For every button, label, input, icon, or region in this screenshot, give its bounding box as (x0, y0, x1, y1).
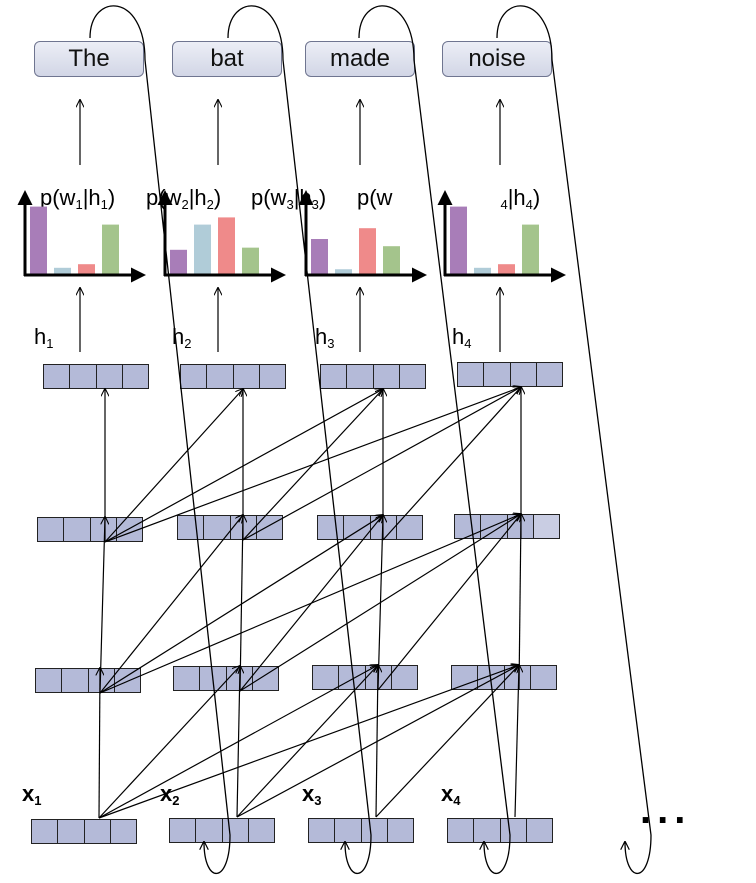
chart-3-bar-2 (335, 269, 352, 275)
hidden-label-4: h4 (452, 324, 472, 351)
link-input-low-1-to-4 (98, 665, 519, 819)
link-low-mid-2-to-2 (240, 515, 243, 692)
chart-2-bar-2 (194, 224, 211, 275)
input-label-4: x4 (441, 781, 461, 808)
output-word-noise: noise (442, 41, 552, 77)
hidden-vector-low-t3 (312, 665, 418, 690)
chart-4-bar-2 (474, 267, 491, 275)
feedback-loop-3 (358, 5, 511, 874)
chart-3-bar-1 (311, 239, 328, 275)
chart-1-bar-1 (30, 206, 47, 275)
chart-1-bar-3 (78, 264, 95, 275)
hidden-vector-top-t1 (43, 364, 149, 389)
link-input-low-2-to-4 (236, 665, 519, 818)
link-input-low-1-to-2 (98, 666, 240, 819)
chart-4-bar-3 (498, 264, 515, 275)
link-input-low-4-to-4 (514, 665, 519, 818)
prob-label-4: p(w 4|h4) (357, 185, 541, 212)
chart-4-bar-4 (522, 224, 539, 275)
chart-3-bar-4 (383, 246, 400, 275)
chart-2-bar-4 (242, 247, 259, 275)
chart-3-bar-3 (359, 228, 376, 275)
link-low-mid-1-to-1 (99, 517, 105, 694)
feedback-loop-4 (496, 5, 652, 874)
input-vector-t4 (447, 818, 553, 843)
output-word-the: The (34, 41, 144, 77)
link-mid-top-1-to-2 (104, 389, 243, 543)
input-label-1: x1 (22, 781, 42, 808)
hidden-vector-top-t2 (180, 364, 286, 389)
link-mid-top-2-to-4 (242, 387, 521, 541)
link-input-low-1-to-3 (98, 665, 378, 819)
link-low-mid-1-to-2 (99, 515, 243, 694)
link-low-mid-1-to-3 (99, 515, 383, 694)
link-input-low-1-to-1 (99, 668, 100, 819)
hidden-vector-low-t1 (35, 668, 141, 693)
hidden-label-3: h3 (315, 324, 335, 351)
hidden-vector-top-t4 (457, 362, 563, 387)
input-label-3: x3 (302, 781, 322, 808)
link-mid-top-3-to-4 (382, 387, 521, 541)
chart-2-bar-3 (218, 217, 235, 275)
input-vector-t1 (31, 819, 137, 844)
chart-1-bar-4 (102, 224, 119, 275)
link-low-mid-4-to-4 (519, 514, 521, 691)
link-input-low-2-to-3 (236, 665, 378, 818)
link-low-mid-3-to-4 (377, 514, 521, 691)
hidden-vector-low-t4 (451, 665, 557, 690)
link-mid-top-1-to-4 (104, 387, 521, 543)
hidden-vector-mid-t1 (37, 517, 143, 542)
link-low-mid-1-to-4 (99, 514, 521, 694)
feedback-loop-1 (89, 5, 231, 874)
hidden-vector-low-t2 (173, 666, 279, 691)
prob-label-1: p(w1|h1) (40, 185, 116, 212)
output-word-bat: bat (172, 41, 282, 77)
chart-2-bar-1 (170, 249, 187, 275)
link-input-low-3-to-4 (375, 665, 519, 818)
link-low-mid-2-to-4 (239, 514, 521, 692)
hidden-vector-top-t3 (320, 364, 426, 389)
input-vector-t2 (169, 818, 275, 843)
input-vector-t3 (308, 818, 414, 843)
link-mid-top-1-to-3 (104, 389, 383, 543)
output-word-made: made (305, 41, 415, 77)
chart-1-bar-2 (54, 267, 71, 275)
hidden-label-1: h1 (34, 324, 54, 351)
chart-4-bar-1 (450, 206, 467, 275)
feedback-loop-2 (227, 5, 372, 874)
